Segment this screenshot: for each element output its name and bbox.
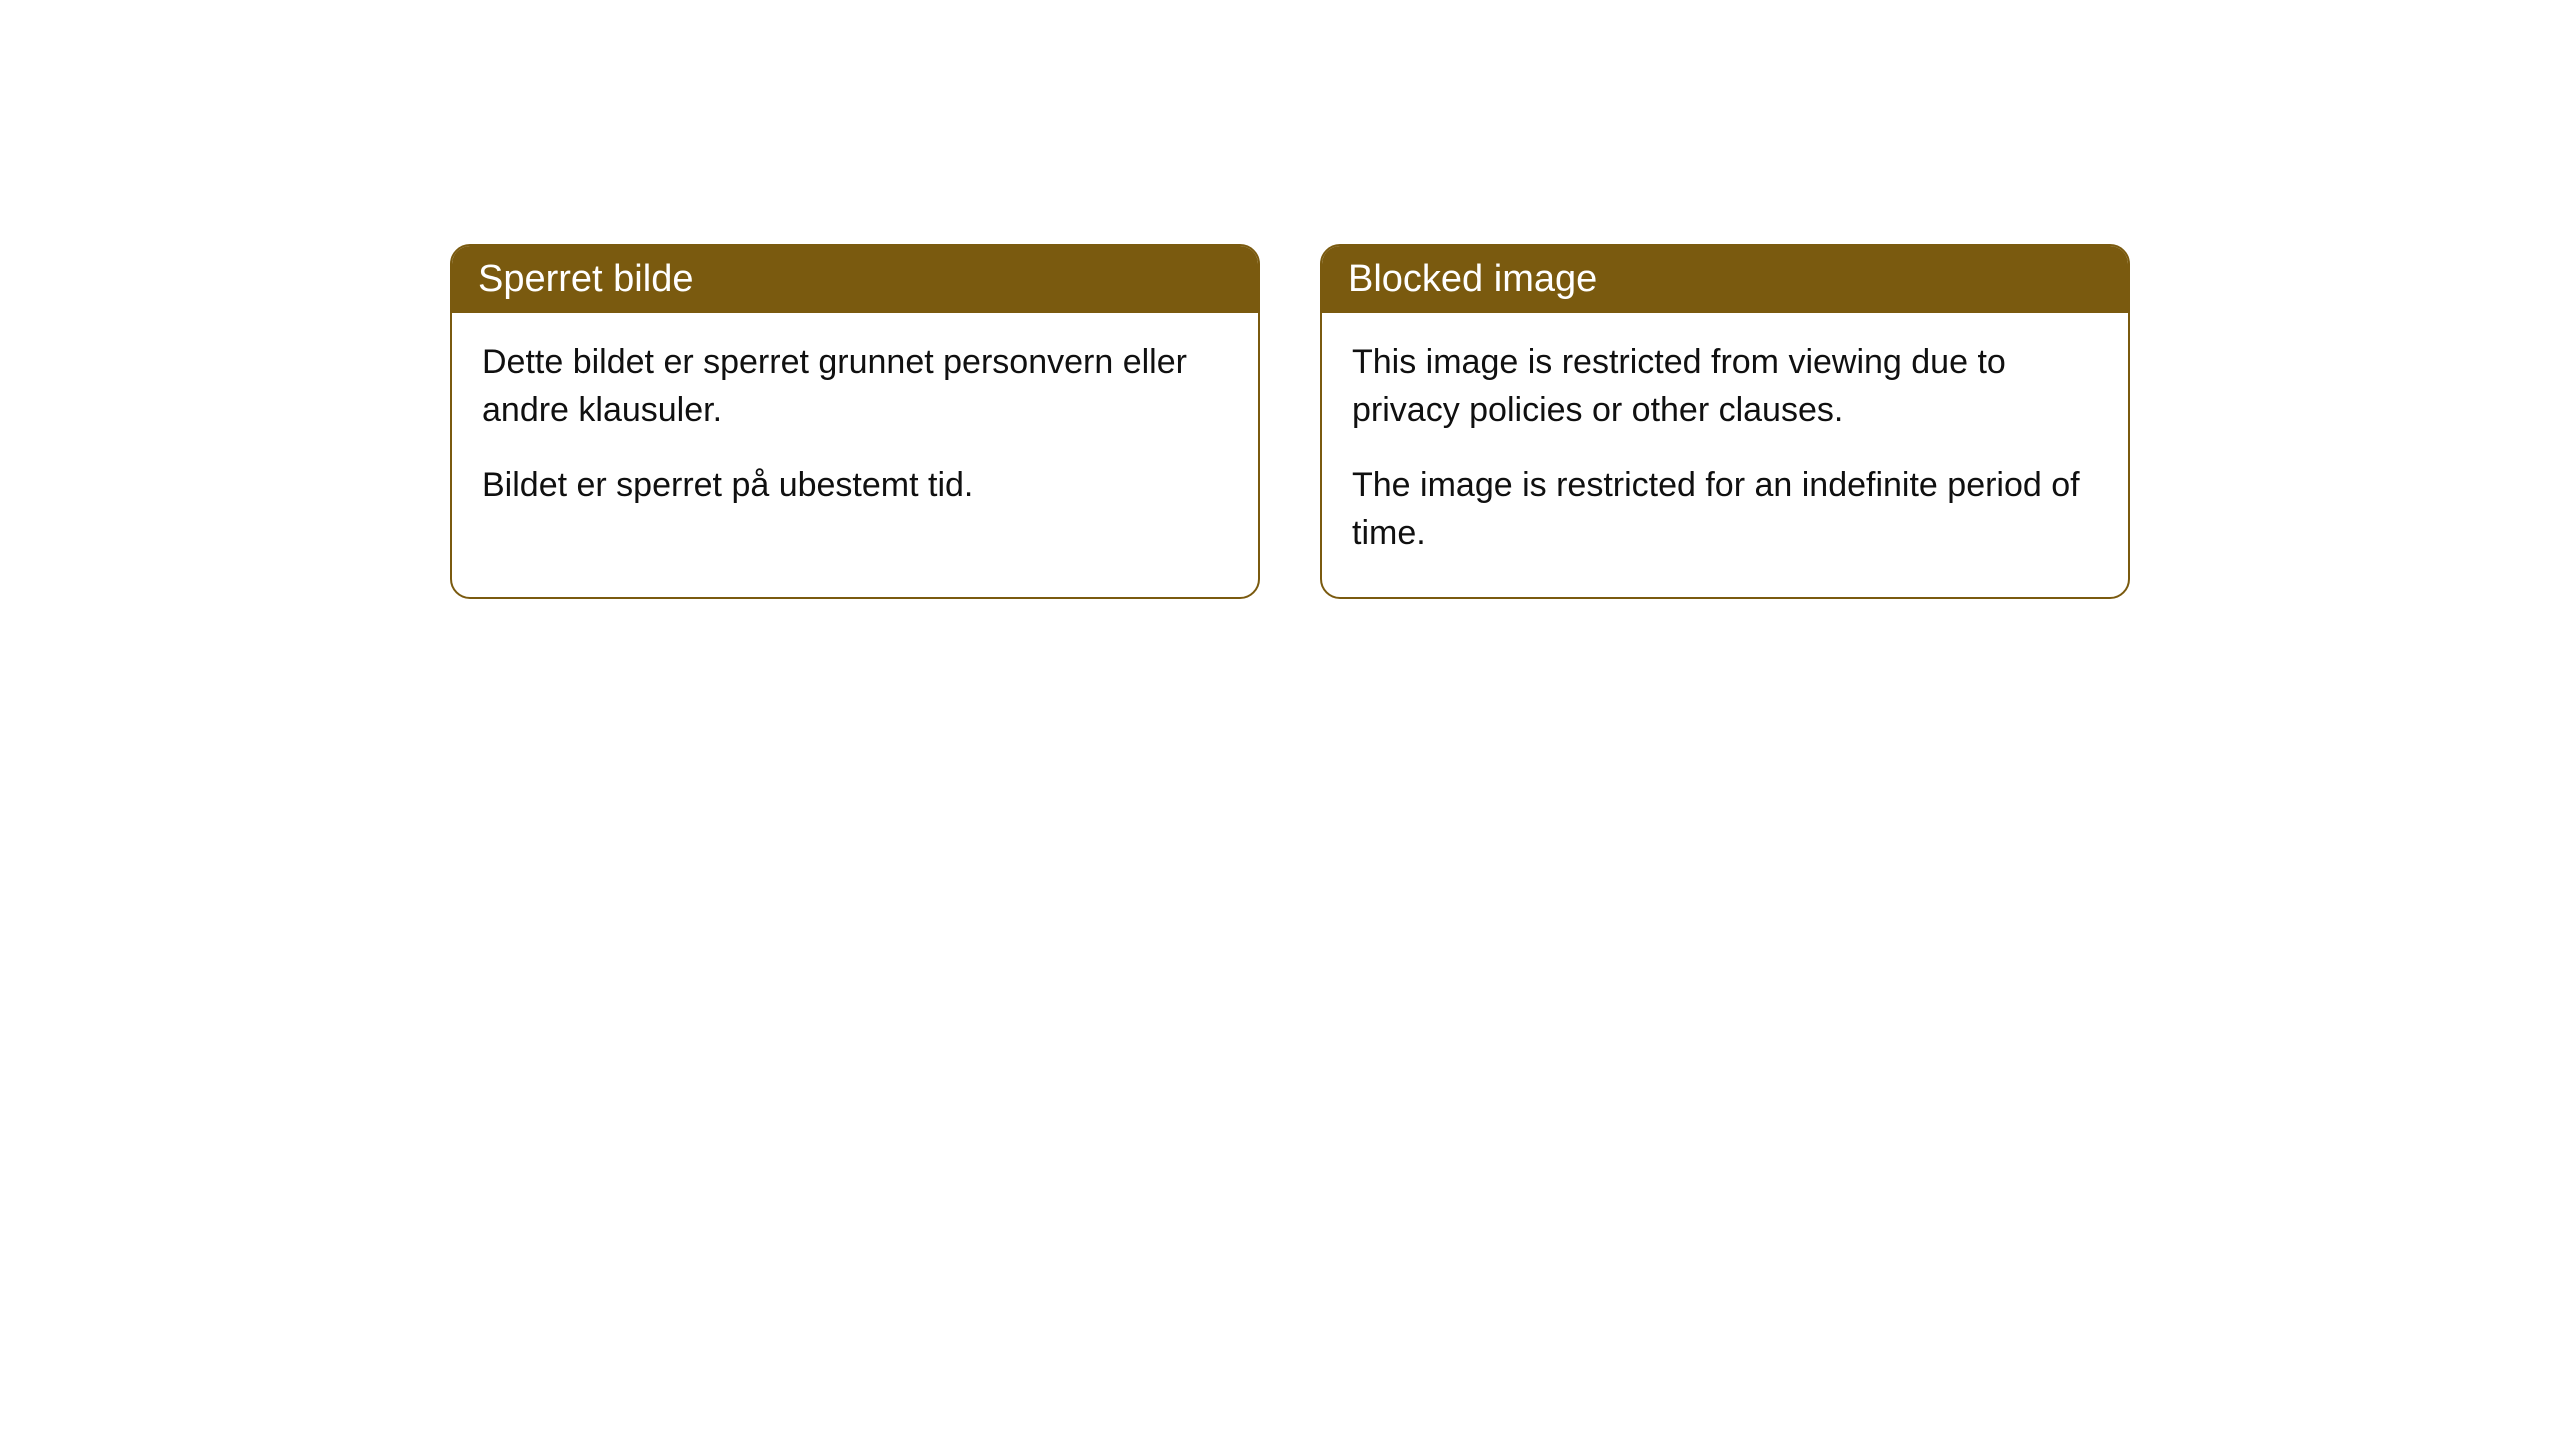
card-title: Sperret bilde: [478, 258, 693, 300]
cards-container: Sperret bilde Dette bildet er sperret gr…: [450, 244, 2130, 599]
card-header: Blocked image: [1322, 246, 2128, 313]
card-header: Sperret bilde: [452, 246, 1258, 313]
card-paragraph-1: Dette bildet er sperret grunnet personve…: [482, 339, 1228, 434]
card-body: Dette bildet er sperret grunnet personve…: [452, 313, 1258, 550]
card-paragraph-1: This image is restricted from viewing du…: [1352, 339, 2098, 434]
card-paragraph-2: Bildet er sperret på ubestemt tid.: [482, 462, 1228, 510]
blocked-image-card-english: Blocked image This image is restricted f…: [1320, 244, 2130, 599]
card-paragraph-2: The image is restricted for an indefinit…: [1352, 462, 2098, 557]
card-title: Blocked image: [1348, 258, 1597, 300]
card-body: This image is restricted from viewing du…: [1322, 313, 2128, 597]
blocked-image-card-norwegian: Sperret bilde Dette bildet er sperret gr…: [450, 244, 1260, 599]
